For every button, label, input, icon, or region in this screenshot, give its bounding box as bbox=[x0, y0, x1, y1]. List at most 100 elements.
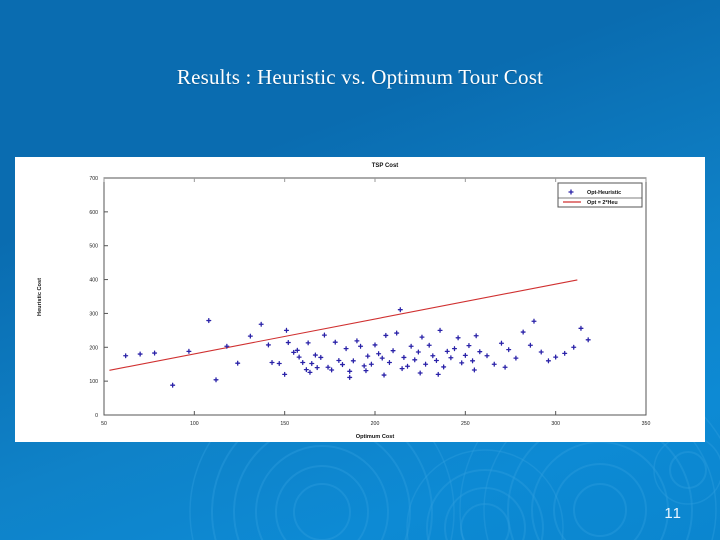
scatter-point bbox=[137, 351, 143, 357]
scatter-point bbox=[329, 367, 335, 373]
y-tick-label: 300 bbox=[89, 311, 98, 317]
scatter-point bbox=[381, 372, 387, 378]
scatter-point bbox=[303, 367, 309, 373]
scatter-point bbox=[527, 342, 533, 348]
legend-box bbox=[557, 182, 643, 208]
scatter-point bbox=[448, 355, 454, 361]
scatter-point bbox=[506, 347, 512, 353]
scatter-point bbox=[269, 359, 275, 366]
legend-label: Opt-Heuristic bbox=[587, 190, 621, 196]
scatter-point bbox=[224, 343, 230, 349]
x-tick-label: 200 bbox=[371, 421, 380, 427]
page-number: 11 bbox=[664, 505, 682, 522]
scatter-point bbox=[473, 333, 479, 339]
scatter-point bbox=[444, 348, 450, 354]
scatter-point bbox=[441, 364, 447, 370]
scatter-point bbox=[258, 321, 264, 327]
scatter-point bbox=[347, 374, 353, 380]
scatter-point bbox=[186, 348, 192, 354]
scatter-point bbox=[513, 355, 519, 361]
scatter-point bbox=[276, 360, 282, 367]
y-axis-label: Heuristic Cost bbox=[37, 278, 43, 316]
scatter-point bbox=[283, 327, 290, 333]
scatter-point bbox=[294, 347, 300, 353]
scatter-point bbox=[430, 353, 436, 359]
scatter-point bbox=[383, 332, 389, 338]
scatter-point bbox=[471, 367, 477, 373]
scatter-point bbox=[562, 350, 568, 356]
tsp-cost-scatter-chart: TSP Cost 0 100 200 300 400 500 600 700 50 100 150… bbox=[37, 163, 651, 440]
scatter-point bbox=[578, 325, 584, 331]
slide-title: Results : Heuristic vs. Optimum Tour Cos… bbox=[176, 65, 544, 89]
y-tick-label: 600 bbox=[89, 210, 98, 216]
scatter-point bbox=[412, 357, 418, 363]
scatter-point bbox=[213, 377, 219, 383]
x-tick-label: 100 bbox=[190, 421, 199, 427]
scatter-point bbox=[325, 364, 331, 370]
scatter-point bbox=[339, 362, 346, 368]
scatter-point bbox=[354, 338, 360, 344]
x-tick-label: 150 bbox=[280, 421, 289, 427]
scatter-point bbox=[419, 334, 425, 340]
scatter-point bbox=[423, 361, 429, 367]
scatter-point bbox=[455, 335, 461, 341]
y-axis: 0 100 200 300 400 500 600 700 bbox=[89, 176, 108, 419]
scatter-point bbox=[336, 357, 342, 364]
scatter-point bbox=[477, 349, 483, 355]
scatter-point bbox=[484, 353, 490, 359]
x-axis-label: Optimum Cost bbox=[356, 434, 395, 440]
scatter-point bbox=[282, 371, 288, 377]
scatter-point bbox=[571, 344, 577, 350]
scatter-point bbox=[451, 346, 458, 352]
scatter-point bbox=[397, 307, 403, 313]
x-tick-label: 50 bbox=[101, 421, 107, 427]
scatter-point bbox=[470, 358, 476, 364]
scatter-point bbox=[285, 339, 291, 346]
y-tick-label: 700 bbox=[89, 176, 98, 182]
trend-line bbox=[109, 279, 578, 371]
trend-line-series bbox=[109, 279, 578, 371]
scatter-point bbox=[361, 363, 367, 369]
scatter-point bbox=[433, 357, 439, 364]
x-tick-label: 350 bbox=[642, 421, 651, 427]
plot-frame bbox=[103, 177, 647, 416]
scatter-point bbox=[350, 358, 356, 364]
scatter-point bbox=[502, 364, 508, 370]
scatter-point bbox=[347, 368, 353, 374]
scatter-point bbox=[265, 342, 271, 348]
y-tick-label: 0 bbox=[95, 413, 98, 419]
scatter-point bbox=[585, 337, 591, 343]
scatter-point bbox=[426, 342, 432, 348]
scatter-point bbox=[399, 366, 405, 372]
scatter-point bbox=[491, 361, 497, 367]
scatter-point bbox=[401, 354, 407, 360]
scatter-point bbox=[300, 359, 306, 366]
scatter-point bbox=[368, 361, 374, 367]
scatter-point bbox=[170, 382, 176, 388]
scatter-point bbox=[314, 365, 320, 371]
scatter-point bbox=[305, 340, 311, 346]
x-tick-label: 250 bbox=[461, 421, 470, 427]
x-tick-label: 300 bbox=[551, 421, 560, 427]
y-tick-label: 200 bbox=[89, 345, 98, 351]
scatter-point bbox=[357, 343, 364, 349]
legend-label: Opt = 2*Heu bbox=[587, 200, 618, 206]
legend-marker-point bbox=[568, 189, 574, 195]
scatter-point bbox=[415, 349, 421, 355]
scatter-point bbox=[312, 352, 318, 358]
scatter-point bbox=[343, 346, 349, 352]
scatter-series bbox=[123, 307, 591, 388]
scatter-point bbox=[545, 358, 551, 364]
scatter-point bbox=[466, 343, 472, 349]
scatter-point bbox=[247, 333, 253, 339]
y-tick-label: 400 bbox=[89, 278, 98, 284]
scatter-point bbox=[365, 353, 371, 359]
scatter-point bbox=[318, 354, 324, 360]
chart-card: TSP Cost 0 100 200 300 400 500 600 700 50 100 150… bbox=[15, 157, 705, 442]
scatter-point bbox=[307, 369, 313, 375]
scatter-point bbox=[123, 353, 129, 359]
scatter-point bbox=[206, 317, 212, 324]
scatter-point bbox=[386, 359, 393, 366]
scatter-point bbox=[291, 349, 297, 355]
